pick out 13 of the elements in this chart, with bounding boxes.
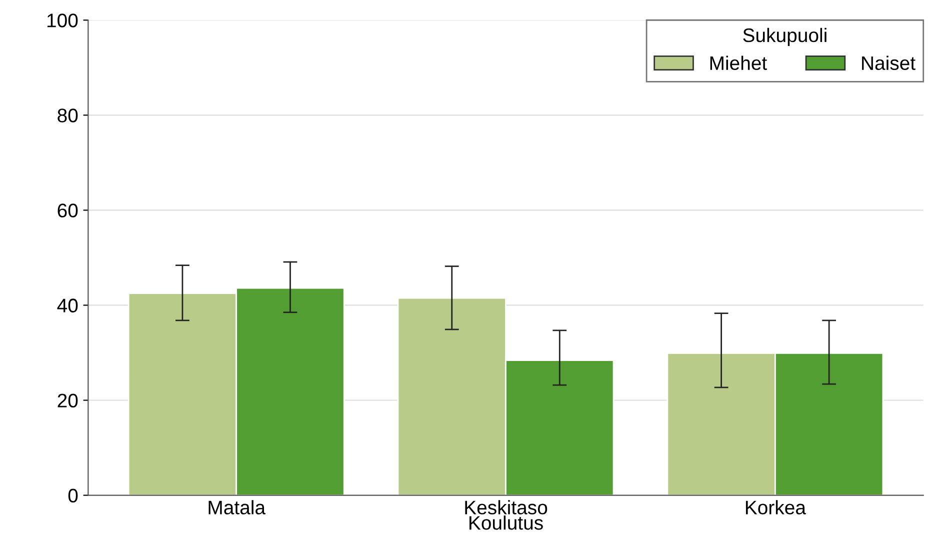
y-tick-label: 100	[47, 14, 78, 28]
y-tick-label: 40	[57, 298, 78, 312]
legend-title: Sukupuoli	[743, 28, 826, 46]
x-tick-label: Korkea	[746, 500, 806, 514]
x-tick-label: Keskitaso	[465, 500, 548, 514]
y-tick-label: 20	[58, 394, 78, 408]
legend-label: Miehet	[710, 56, 767, 70]
y-tick-label: 80	[58, 108, 78, 122]
y-tick-label: 0	[68, 488, 78, 503]
y-tick-label: 60	[58, 204, 78, 218]
x-axis-title: Koulutus	[470, 515, 543, 530]
legend-label: Naiset	[862, 56, 916, 70]
x-tick-label: Matala	[208, 500, 266, 514]
